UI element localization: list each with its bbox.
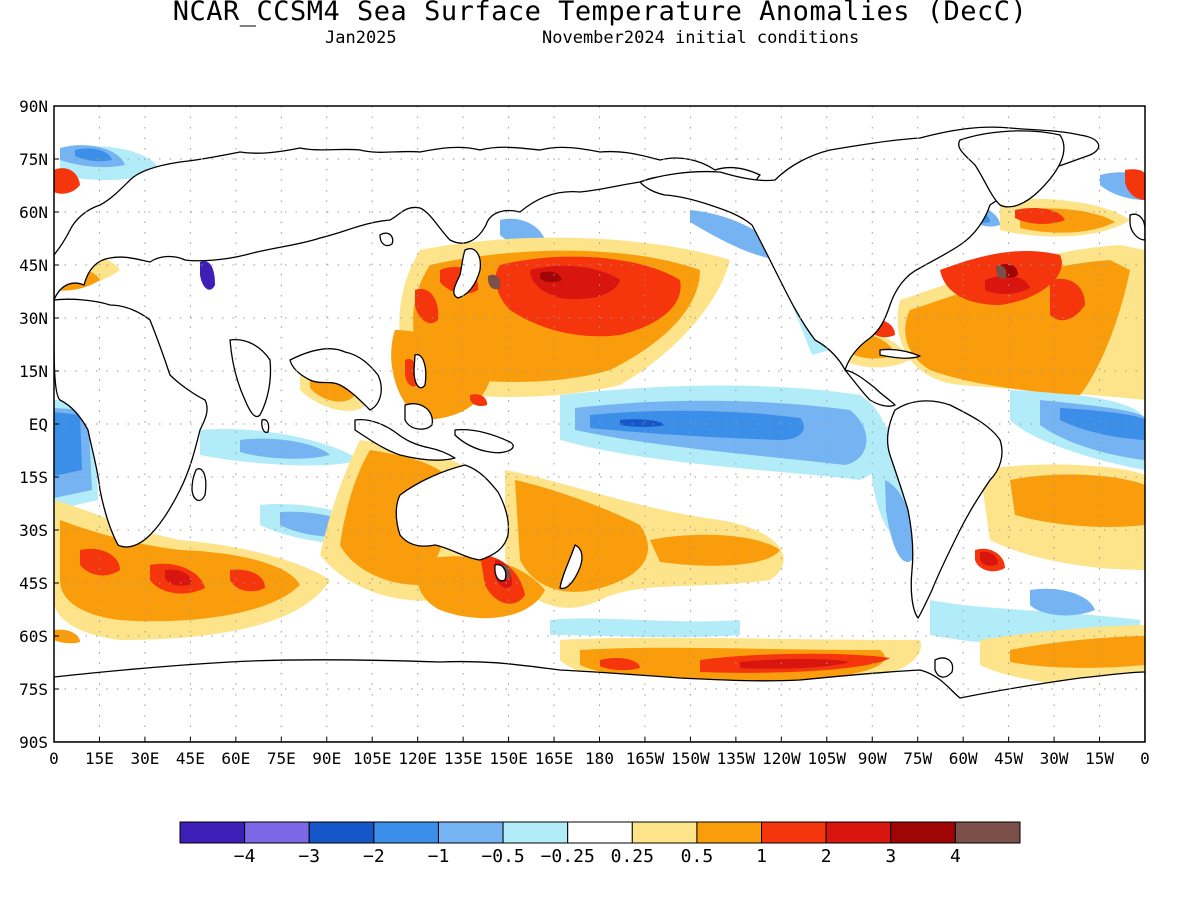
longitude-tick-label: 0 — [1140, 749, 1150, 768]
longitude-tick-label: 120W — [762, 749, 801, 768]
latitude-tick-label: 45S — [19, 574, 48, 593]
landmass-philippines — [413, 353, 427, 389]
colorbar: −4 −3 −2 −1 −0.5 −0.25 0.25 0.5 1 2 3 4 — [179, 821, 1021, 867]
longitude-tick-label: 105W — [808, 749, 847, 768]
colorbar-swatch — [631, 821, 698, 844]
colorbar-tick-label: 4 — [950, 846, 961, 867]
colorbar-tick-label: 0.25 — [611, 846, 654, 867]
chart-title: NCAR_CCSM4 Sea Surface Temperature Anoma… — [172, 0, 1028, 27]
landmass-british-isles — [1129, 213, 1145, 241]
colorbar-tick-label: −3 — [298, 846, 320, 867]
landmass-southeast-asia — [289, 348, 382, 411]
longitude-tick-label: 135E — [444, 749, 483, 768]
latitude-tick-label: 30S — [19, 521, 48, 540]
colorbar-tick-label: −0.5 — [481, 846, 524, 867]
landmass-cuba — [879, 348, 921, 359]
landmass-india — [229, 339, 272, 418]
longitude-tick-label: 75E — [267, 749, 296, 768]
longitude-tick-label: 15W — [1085, 749, 1114, 768]
landmass-africa — [54, 298, 208, 548]
longitude-tick-label: 60W — [949, 749, 978, 768]
landmass-arctic-islands — [379, 232, 394, 247]
landmass-antarctic-peninsula — [934, 657, 954, 678]
colorbar-tick-label: 2 — [821, 846, 832, 867]
latitude-tick-label: EQ — [29, 415, 48, 434]
colorbar-tick-label: −4 — [234, 846, 256, 867]
anomaly-plus4-patches — [487, 265, 1007, 579]
map-graticule — [54, 106, 1145, 742]
latitude-tick-label: 60S — [19, 627, 48, 646]
colorbar-swatch — [567, 821, 633, 844]
colorbar-tick-label: 1 — [756, 846, 767, 867]
colorbar-swatch — [825, 821, 892, 844]
initial-conditions-label: November2024 initial conditions — [542, 28, 860, 48]
colorbar-swatch — [890, 821, 956, 844]
landmass-south-america — [886, 400, 1003, 619]
longitude-tick-label: 90E — [312, 749, 341, 768]
landmass-tasmania — [494, 564, 507, 582]
colorbar-tick-label: −1 — [428, 846, 450, 867]
land-masses — [54, 126, 1145, 742]
anomaly-minus4-patches — [200, 261, 215, 290]
latitude-axis: 90N 75N 60N 45N 30N 15N EQ 15S 30S 45S 60S 75S 90S — [19, 97, 59, 752]
colorbar-tick-label: −2 — [363, 846, 385, 867]
latitude-tick-label: 90N — [19, 97, 48, 116]
landmass-indonesia — [354, 419, 456, 461]
landmass-borneo — [404, 403, 433, 430]
longitude-tick-label: 135W — [717, 749, 756, 768]
landmass-new-zealand — [559, 544, 583, 590]
longitude-tick-label: 90W — [858, 749, 887, 768]
latitude-tick-label: 15N — [19, 362, 48, 381]
latitude-tick-label: 15S — [19, 468, 48, 487]
colorbar-swatch — [502, 821, 569, 844]
latitude-tick-label: 90S — [19, 733, 48, 752]
landmass-madagascar — [191, 468, 207, 502]
colorbar-tick-label: 3 — [885, 846, 896, 867]
longitude-tick-label: 165E — [535, 749, 574, 768]
colorbar-swatch — [244, 821, 310, 844]
longitude-tick-label: 150E — [489, 749, 528, 768]
colorbar-swatch — [179, 821, 246, 844]
landmass-japan — [453, 248, 481, 299]
landmass-north-america — [639, 126, 1100, 371]
longitude-tick-label: 180 — [585, 749, 614, 768]
valid-month-label: Jan2025 — [325, 28, 397, 48]
colorbar-swatch — [437, 821, 504, 844]
landmass-australia — [395, 464, 510, 561]
landmass-greenland — [958, 130, 1065, 208]
landmass-sri-lanka — [261, 418, 270, 434]
longitude-tick-label: 15E — [85, 749, 114, 768]
landmass-antarctica — [54, 659, 1145, 742]
longitude-tick-label: 30E — [130, 749, 159, 768]
landmass-new-guinea — [454, 429, 514, 454]
latitude-tick-label: 75N — [19, 150, 48, 169]
anomaly-minus3-patches — [620, 419, 665, 427]
anomaly-minus2-patches — [54, 148, 1145, 476]
landmass-central-america — [844, 369, 896, 407]
longitude-tick-label: 150W — [671, 749, 710, 768]
longitude-tick-label: 45E — [176, 749, 205, 768]
latitude-tick-label: 45N — [19, 256, 48, 275]
colorbar-swatch — [696, 821, 763, 844]
colorbar-swatch — [308, 821, 375, 844]
longitude-tick-label: 75W — [903, 749, 932, 768]
colorbar-swatch — [373, 821, 439, 844]
colorbar-swatch — [954, 821, 1021, 844]
longitude-tick-label: 120E — [398, 749, 437, 768]
colorbar-swatch — [761, 821, 827, 844]
longitude-tick-label: 30W — [1040, 749, 1069, 768]
colorbar-tick-label: −0.25 — [541, 846, 595, 867]
longitude-tick-label: 45W — [994, 749, 1023, 768]
longitude-axis: 0 15E 30E 45E 60E 75E 90E 105E 120E 135E 150E 165E 1… — [49, 737, 1150, 768]
latitude-tick-label: 60N — [19, 203, 48, 222]
colorbar-tick-label: 0.5 — [681, 846, 714, 867]
latitude-tick-label: 30N — [19, 309, 48, 328]
longitude-tick-label: 165W — [626, 749, 665, 768]
latitude-tick-label: 75S — [19, 680, 48, 699]
longitude-tick-label: 60E — [221, 749, 250, 768]
longitude-tick-label: 105E — [353, 749, 392, 768]
longitude-tick-label: 0 — [49, 749, 59, 768]
